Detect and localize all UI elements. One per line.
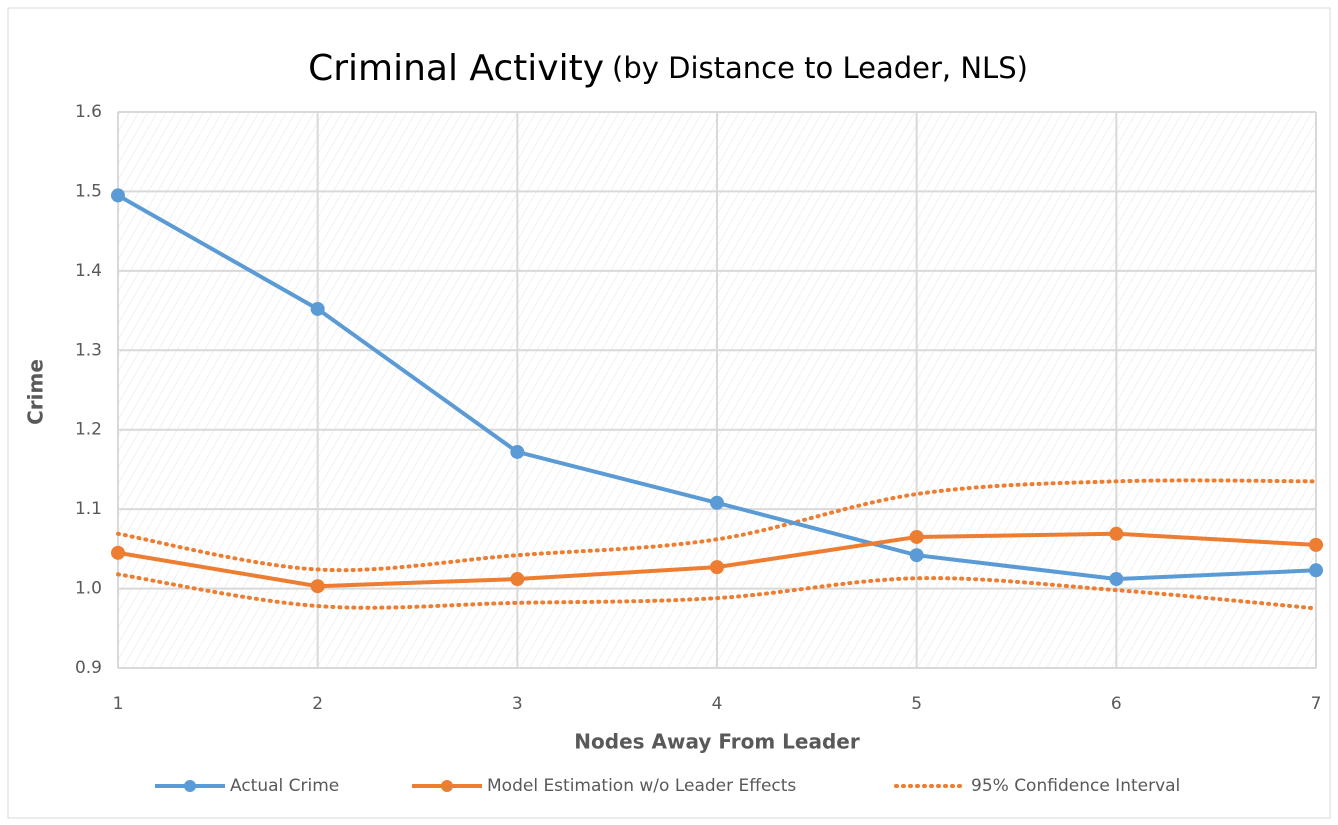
x-tick-label: 3 [512, 694, 523, 714]
chart-title: Criminal Activity (by Distance to Leader,… [308, 48, 1028, 89]
x-tick-label: 1 [113, 694, 124, 714]
data-point [510, 572, 525, 587]
data-point [1309, 537, 1323, 552]
data-point [310, 301, 325, 316]
y-tick-label: 1.0 [75, 579, 102, 599]
y-axis-label: Crime [24, 359, 48, 425]
y-tick-label: 1.2 [75, 420, 102, 440]
data-point [111, 545, 125, 560]
data-point [1109, 526, 1124, 541]
legend-label: Actual Crime [230, 776, 339, 796]
data-point [909, 548, 924, 563]
data-point [710, 560, 724, 575]
legend-label: 95% Confidence Interval [971, 776, 1180, 796]
data-point [1109, 572, 1124, 587]
confidence-line [116, 478, 1318, 573]
subtitle: (by Distance to Leader, NLS) [612, 51, 1028, 85]
x-tick-label: 4 [712, 694, 723, 714]
y-tick-label: 1.4 [75, 261, 102, 281]
data-point [510, 444, 525, 459]
data-point [310, 579, 325, 594]
x-tick-label: 2 [312, 694, 323, 714]
y-tick-label: 0.9 [75, 658, 102, 678]
legend-label: Model Estimation w/o Leader Effects [487, 776, 796, 796]
data-point [710, 495, 724, 510]
x-tick-label: 6 [1111, 694, 1122, 714]
title: Criminal Activity [308, 48, 604, 89]
y-tick-label: 1.6 [75, 102, 102, 122]
x-tick-label: 7 [1311, 694, 1322, 714]
data-point [909, 529, 924, 544]
x-tick-label: 5 [911, 694, 922, 714]
data-point [1309, 563, 1323, 578]
legend-marker [441, 780, 453, 792]
x-axis-label: Nodes Away From Leader [574, 730, 860, 754]
data-point [111, 188, 125, 203]
confidence-line [116, 572, 1318, 611]
y-tick-label: 1.3 [75, 340, 102, 360]
y-tick-label: 1.1 [75, 499, 102, 519]
legend-marker [184, 780, 196, 792]
y-tick-label: 1.5 [75, 181, 102, 201]
